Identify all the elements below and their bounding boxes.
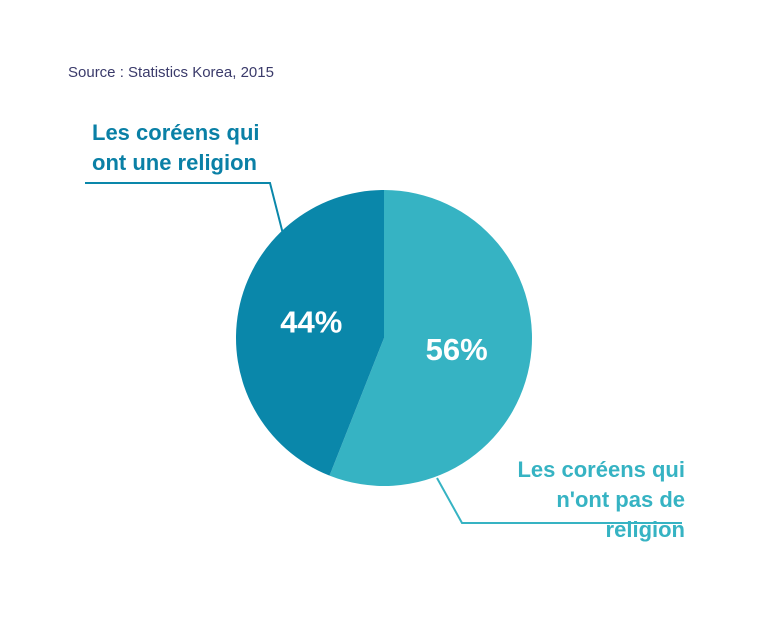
category-label: Les coréens qui n'ont pas de religion [517, 457, 685, 542]
pie-slice [329, 190, 532, 486]
value-label: 56% [426, 332, 488, 367]
leader-line [436, 477, 682, 524]
pie-slice [235, 190, 384, 476]
source: Source : Statistics Korea, 2015 [68, 64, 274, 81]
leader-line [85, 182, 284, 235]
pie: 56% 44% [235, 190, 532, 486]
value-label: 44% [280, 304, 342, 339]
category-label: Les coréens qui ont une religion [92, 120, 260, 175]
